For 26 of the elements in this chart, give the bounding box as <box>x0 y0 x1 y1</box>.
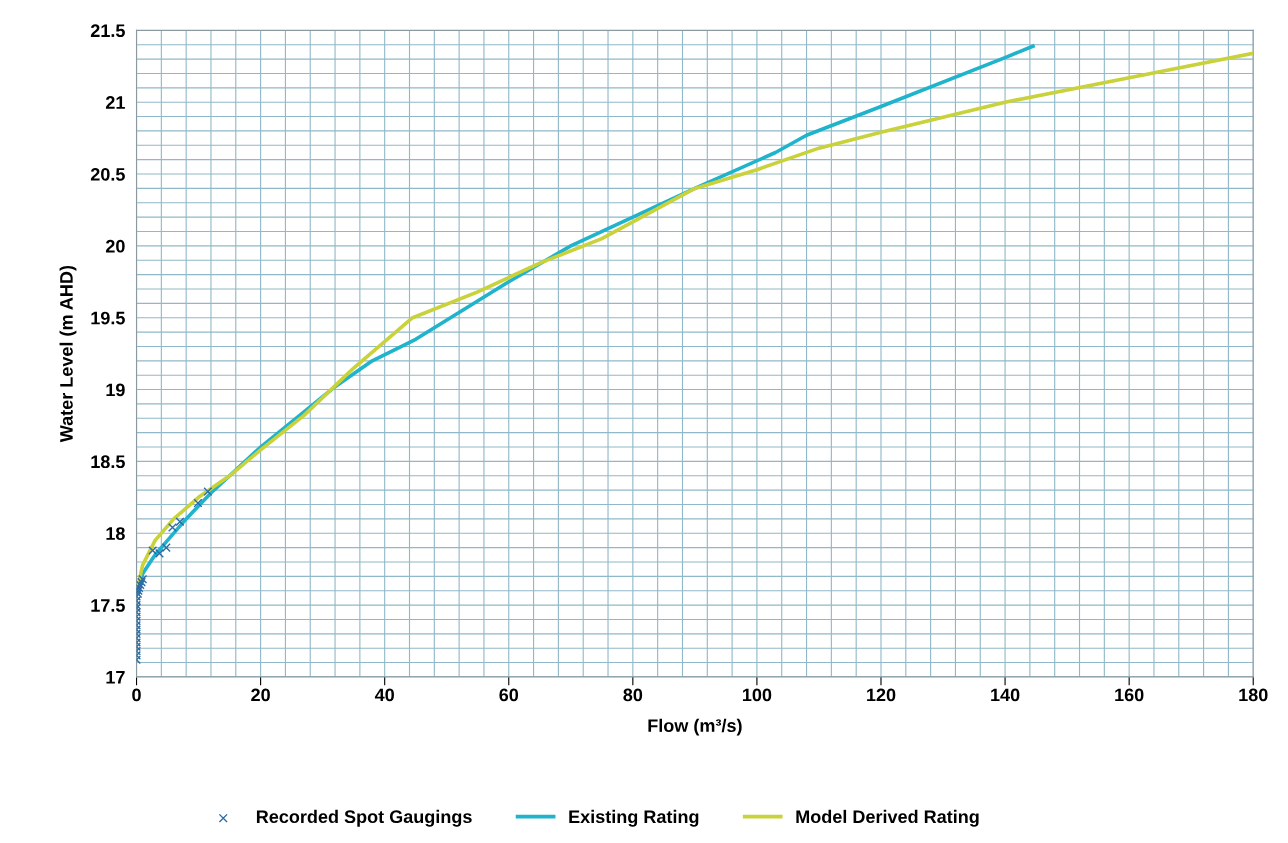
y-tick-label: 20.5 <box>90 167 125 181</box>
x-tick-label: 60 <box>499 688 519 702</box>
y-tick-label: 18 <box>106 527 125 540</box>
y-tick-label: 19.5 <box>91 311 125 325</box>
x-axis-title: Flow (m³/s) <box>648 718 742 736</box>
legend-label: Model Derived Rating <box>796 809 979 827</box>
y-tick-label: 21.5 <box>90 24 125 38</box>
x-tick-label: 40 <box>374 688 394 702</box>
x-tick-label: 20 <box>251 688 270 702</box>
y-tick-label: 18.5 <box>91 455 125 469</box>
y-tick-label: 17.5 <box>91 599 125 612</box>
x-tick-label: 100 <box>742 688 772 702</box>
x-tick-label: 140 <box>991 688 1020 702</box>
y-tick-label: 21 <box>105 96 125 109</box>
line-series <box>136 51 1254 586</box>
x-tick-label: 120 <box>867 688 896 702</box>
x-tick-label: 80 <box>623 688 643 702</box>
legend-label: Existing Rating <box>569 809 699 827</box>
x-tick-label: 160 <box>1115 688 1144 702</box>
x-tick-label: 180 <box>1239 688 1268 702</box>
y-tick-label: 20 <box>105 239 125 253</box>
y-tick-label: 17 <box>106 671 125 684</box>
y-tick-label: 19 <box>106 383 125 397</box>
y-axis-title: Water Level (m AHD) <box>59 265 77 443</box>
legend-label: Recorded Spot Gaugings <box>256 809 472 827</box>
x-tick-label: 0 <box>132 688 141 702</box>
